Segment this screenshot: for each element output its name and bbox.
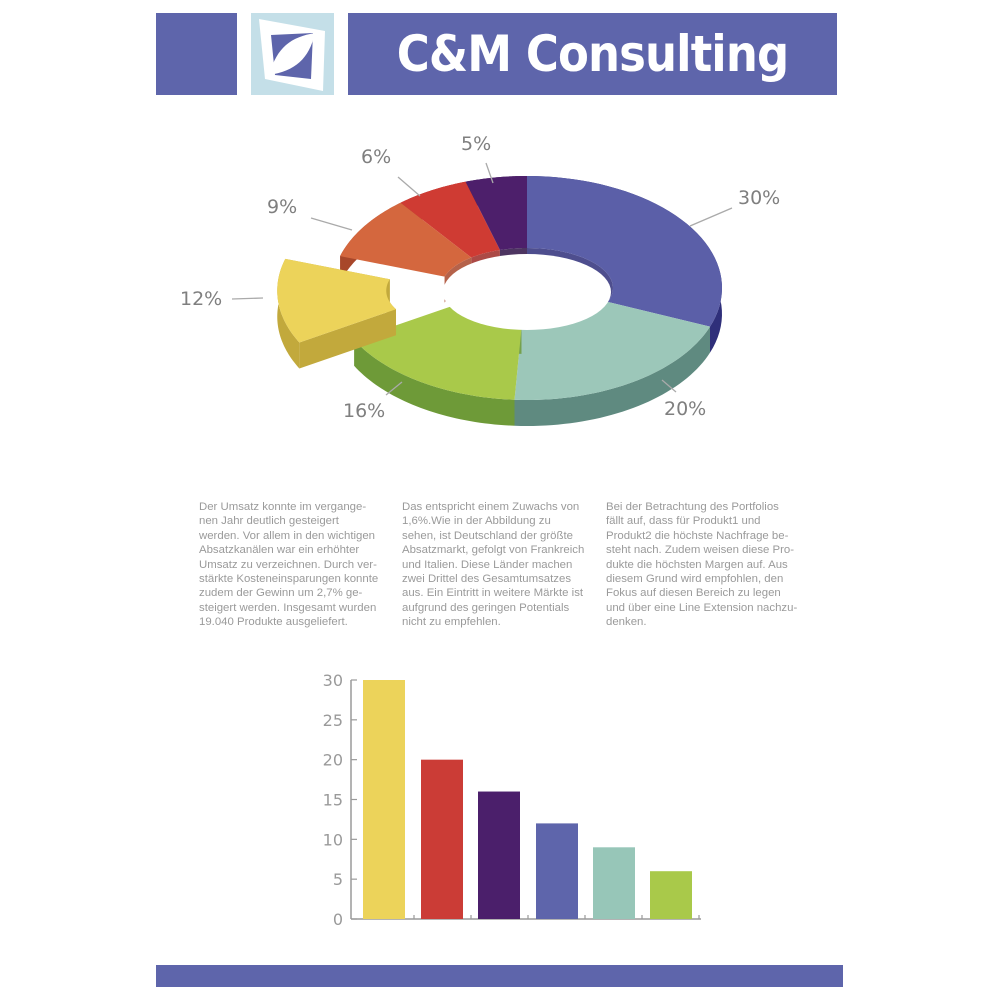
bar (593, 847, 635, 919)
company-title: C&M Consulting (396, 25, 789, 83)
footer-bar (156, 965, 843, 987)
leaf-logo-icon (251, 13, 334, 95)
text-column-3: Bei der Betrachtung des Portfolios fällt… (606, 501, 798, 629)
text-column-1: Der Umsatz konnte im vergange- nen Jahr … (199, 501, 379, 629)
y-tick-label: 5 (333, 870, 343, 889)
bar (421, 759, 463, 919)
company-logo (251, 13, 334, 95)
bar (363, 680, 405, 919)
y-tick-label: 0 (333, 910, 343, 929)
bar-chart-svg: 0 5 10 15 20 25 30 (323, 671, 701, 929)
pie-percentage-label: 30% (738, 187, 780, 209)
text-column-2: Das entspricht einem Zuwachs von 1,6%.Wi… (402, 501, 585, 629)
pie-percentage-label: 12% (180, 288, 222, 310)
pie-percentage-label: 16% (343, 400, 385, 422)
donut-chart: 30% 20% 16% 12% 9% 6% 5% (0, 100, 1000, 440)
y-tick-label: 15 (323, 791, 343, 810)
y-tick-label: 10 (323, 830, 343, 849)
pie-percentage-label: 20% (664, 398, 706, 420)
pie-percentage-label: 6% (361, 146, 391, 168)
y-tick-label: 20 (323, 751, 343, 770)
bar-chart: 0 5 10 15 20 25 30 (300, 660, 720, 940)
pie-percentage-label: 9% (267, 196, 297, 218)
donut-chart-svg: 30% 20% 16% 12% 9% 6% 5% (180, 133, 780, 426)
pie-slice (277, 258, 397, 369)
header-accent-square (156, 13, 237, 95)
y-tick-label: 25 (323, 711, 343, 730)
bar (536, 823, 578, 919)
y-tick-label: 30 (323, 671, 343, 690)
title-bar: C&M Consulting (348, 13, 837, 95)
pie-slice (514, 301, 711, 426)
bar (650, 871, 692, 919)
pie-percentage-label: 5% (461, 133, 491, 155)
bar (478, 791, 520, 919)
